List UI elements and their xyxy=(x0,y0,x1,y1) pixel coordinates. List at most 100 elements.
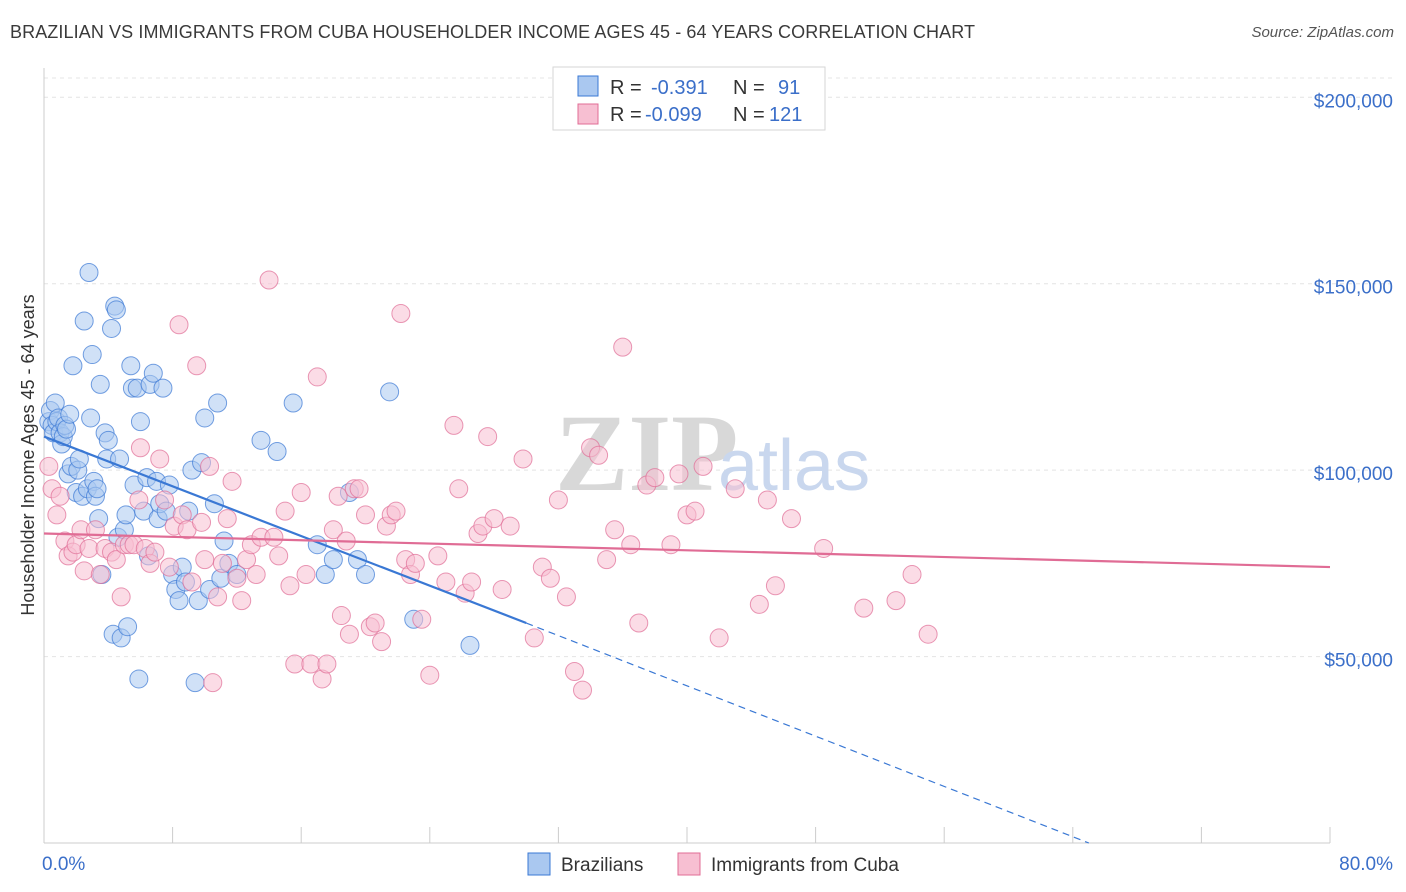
cuba-point-51 xyxy=(275,501,295,521)
legend-r-value-2: -0.099 xyxy=(645,104,702,126)
cuba-point-43 xyxy=(232,591,252,611)
bottom-legend-swatch-cuba xyxy=(677,852,701,876)
brazilians-point-49 xyxy=(130,412,150,432)
cuba-point-121 xyxy=(886,591,906,611)
cuba-point-32 xyxy=(182,572,202,592)
cuba-point-33 xyxy=(187,356,207,376)
cuba-point-110 xyxy=(669,464,689,484)
brazilians-point-87 xyxy=(356,565,375,585)
cuba-point-115 xyxy=(749,594,769,614)
cuba-point-90 xyxy=(492,579,512,599)
y-tick-label-1: $100,000 xyxy=(1314,464,1393,485)
cuba-point-73 xyxy=(386,501,406,521)
brazilians-point-24 xyxy=(82,345,102,365)
brazilians-trend-extension xyxy=(526,622,1090,844)
cuba-point-57 xyxy=(307,367,327,387)
cuba-point-37 xyxy=(203,673,223,693)
cuba-point-40 xyxy=(217,509,237,529)
cuba-point-78 xyxy=(412,609,432,629)
cuba-point-102 xyxy=(597,550,617,570)
cuba-point-112 xyxy=(693,456,713,476)
cuba-point-27 xyxy=(159,557,179,577)
cuba-point-103 xyxy=(605,520,625,540)
cuba-point-39 xyxy=(212,553,232,573)
trend-lines xyxy=(43,435,1331,844)
cuba-point-54 xyxy=(291,483,311,503)
brazilians-point-73 xyxy=(204,494,224,514)
cuba-point-88 xyxy=(478,427,498,447)
cuba-point-91 xyxy=(500,516,520,536)
y-axis-label: Householder Income Ages 45 - 64 years xyxy=(18,294,38,615)
cuba-point-49 xyxy=(264,527,284,547)
cuba-point-9 xyxy=(74,561,94,581)
cuba-point-81 xyxy=(436,572,456,592)
series-cuba-points xyxy=(39,270,938,700)
legend-swatch-cuba xyxy=(577,103,599,125)
brazilians-point-15 xyxy=(63,356,83,376)
brazilians-point-20 xyxy=(74,311,94,331)
cuba-point-99 xyxy=(573,680,593,700)
cuba-point-67 xyxy=(356,505,375,525)
cuba-point-60 xyxy=(323,520,343,540)
y-tick-labels: $50,000 $100,000 $150,000 $200,000 xyxy=(1314,91,1393,671)
cuba-point-15 xyxy=(106,550,126,570)
y-tick-label-3: $200,000 xyxy=(1314,91,1393,112)
brazilians-point-22 xyxy=(79,263,99,283)
cuba-point-34 xyxy=(192,512,212,532)
cuba-point-29 xyxy=(169,315,189,335)
cuba-point-62 xyxy=(331,606,351,626)
brazilians-point-37 xyxy=(106,300,126,320)
cuba-point-42 xyxy=(227,568,247,588)
cuba-point-80 xyxy=(428,546,448,566)
cuba-point-61 xyxy=(328,486,348,506)
brazilians-point-69 xyxy=(188,591,208,611)
cuba-point-24 xyxy=(145,542,165,562)
cuba-point-50 xyxy=(269,546,289,566)
cuba-point-53 xyxy=(285,654,305,674)
cuba-point-38 xyxy=(208,587,228,607)
brazilians-point-79 xyxy=(251,430,271,450)
brazilians-point-88 xyxy=(380,382,400,402)
brazilians-point-44 xyxy=(121,356,141,376)
brazilians-point-42 xyxy=(116,505,136,525)
cuba-point-66 xyxy=(349,479,369,499)
cuba-point-26 xyxy=(155,490,175,510)
brazilians-point-63 xyxy=(169,591,189,611)
cuba-point-123 xyxy=(918,624,938,644)
cuba-point-92 xyxy=(513,449,533,469)
brazilians-point-48 xyxy=(129,669,149,689)
cuba-point-117 xyxy=(765,576,785,596)
cuba-point-52 xyxy=(280,576,300,596)
bottom-legend-cuba: Immigrants from Cuba xyxy=(711,855,899,876)
legend-n-value-1: 91 xyxy=(778,77,800,99)
cuba-point-70 xyxy=(372,632,392,652)
gridlines xyxy=(44,77,1395,658)
cuba-point-89 xyxy=(484,509,504,529)
cuba-point-113 xyxy=(709,628,729,648)
cuba-point-2 xyxy=(47,505,67,525)
cuba-point-96 xyxy=(548,490,568,510)
axes xyxy=(43,68,1331,844)
cuba-point-114 xyxy=(725,479,745,499)
watermark-zip: ZIP xyxy=(555,392,738,514)
cuba-point-105 xyxy=(621,535,641,555)
source-label: Source: ZipAtlas.com xyxy=(1251,24,1394,41)
brazilians-point-80 xyxy=(267,442,287,461)
series-legend: Brazilians Immigrants from Cuba xyxy=(527,852,899,876)
cuba-point-12 xyxy=(90,565,110,585)
cuba-point-85 xyxy=(462,572,482,592)
cuba-point-69 xyxy=(365,613,385,633)
cuba-point-106 xyxy=(629,613,649,633)
brazilians-point-81 xyxy=(283,393,303,413)
cuba-point-74 xyxy=(391,304,411,324)
cuba-point-97 xyxy=(556,587,576,607)
cuba-point-55 xyxy=(296,565,316,585)
series-brazilians-points xyxy=(39,263,480,693)
brazilians-point-29 xyxy=(90,374,110,394)
cuba-point-46 xyxy=(246,565,266,585)
brazilians-point-74 xyxy=(208,393,228,413)
x-tick-label-max: 80.0% xyxy=(1339,854,1393,875)
cuba-trend-line xyxy=(43,532,1331,569)
cuba-point-122 xyxy=(902,565,922,585)
cuba-point-36 xyxy=(200,456,220,476)
